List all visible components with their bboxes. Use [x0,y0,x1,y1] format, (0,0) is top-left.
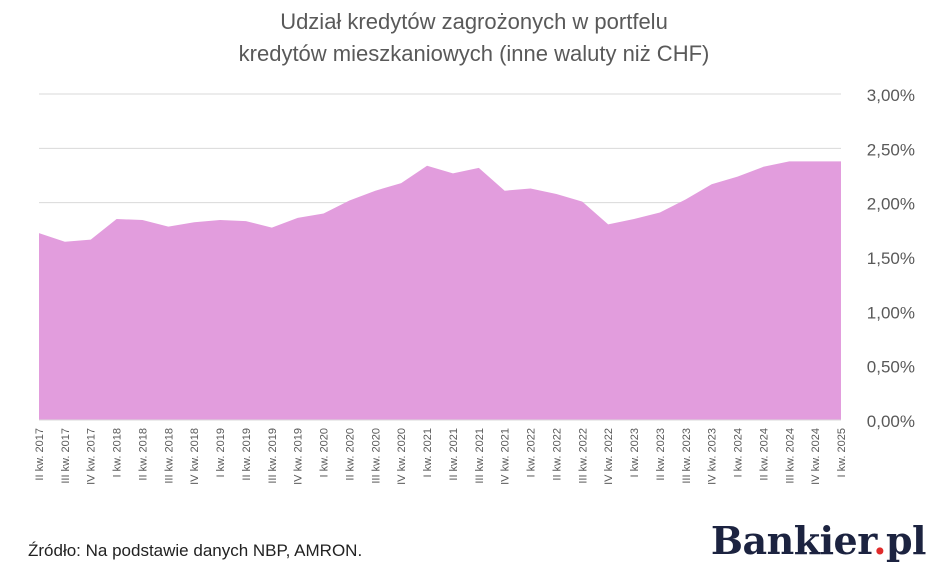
data-point [555,192,558,195]
data-point [115,217,118,220]
data-point [219,219,222,222]
y-tick-label: 3,00% [867,86,915,105]
data-point [762,165,765,168]
x-tick-label: I kw. 2022 [526,428,538,478]
data-point [607,223,610,226]
brand-tld: pl [885,518,927,563]
y-tick-label: 1,00% [867,303,915,322]
x-tick-label: II kw. 2021 [448,428,460,481]
data-point [503,189,506,192]
data-point [426,164,429,167]
x-tick-label: III kw. 2022 [577,428,589,484]
data-point [684,198,687,201]
x-tick-label: I kw. 2023 [629,428,641,478]
x-tick-label: I kw. 2025 [836,428,848,478]
data-point [89,238,92,241]
y-tick-label: 1,50% [867,249,915,268]
data-point [477,166,480,169]
data-point [529,187,532,190]
x-tick-label: IV kw. 2017 [86,428,98,485]
data-point [658,211,661,214]
x-tick-label: I kw. 2019 [215,428,227,478]
data-point [736,175,739,178]
x-tick-label: II kw. 2024 [758,428,770,481]
x-tick-label: II kw. 2017 [34,428,46,481]
brand-name: Bankier [710,518,874,563]
data-point [840,160,843,163]
data-point [348,199,351,202]
x-tick-label: IV kw. 2024 [810,428,822,485]
x-tick-label: II kw. 2019 [241,428,253,481]
x-tick-label: IV kw. 2019 [293,428,305,485]
area-series [39,161,841,420]
x-tick-label: III kw. 2018 [163,428,175,484]
data-point [633,217,636,220]
x-tick-label: I kw. 2020 [319,428,331,478]
data-point [63,240,66,243]
x-tick-label: II kw. 2018 [137,428,149,481]
data-point [400,182,403,185]
data-point [270,226,273,229]
chart-title: Udział kredytów zagrożonych w portfelu k… [0,6,948,70]
data-point [38,232,41,235]
data-point [193,221,196,224]
x-tick-label: II kw. 2022 [551,428,563,481]
x-tick-label: IV kw. 2022 [603,428,615,485]
x-tick-label: I kw. 2024 [733,428,745,478]
y-tick-label: 2,00% [867,195,915,214]
data-point [814,160,817,163]
data-point [322,212,325,215]
x-tick-label: III kw. 2023 [681,428,693,484]
data-point [244,220,247,223]
source-note: Źródło: Na podstawie danych NBP, AMRON. [28,541,363,560]
chart-title-line-1: Udział kredytów zagrożonych w portfelu [280,9,668,34]
brand-logo: Bankier.pl [710,518,927,563]
x-tick-label: III kw. 2021 [474,428,486,484]
x-tick-label: IV kw. 2023 [707,428,719,485]
data-point [581,200,584,203]
x-tick-label: IV kw. 2018 [189,428,201,485]
data-point [710,183,713,186]
data-point [296,216,299,219]
x-tick-label: III kw. 2019 [267,428,279,484]
data-point [451,172,454,175]
brand-dot: . [873,518,886,563]
x-tick-label: III kw. 2017 [60,428,72,484]
chart-title-line-2: kredytów mieszkaniowych (inne waluty niż… [238,41,710,66]
data-point [374,189,377,192]
x-tick-label: IV kw. 2021 [500,428,512,485]
x-tick-label: II kw. 2020 [344,428,356,481]
x-tick-label: II kw. 2023 [655,428,667,481]
x-tick-label: IV kw. 2020 [396,428,408,485]
y-tick-label: 0,50% [867,358,915,377]
data-point [788,160,791,163]
x-tick-label: I kw. 2021 [422,428,434,478]
y-tick-label: 0,00% [867,412,915,431]
data-point [141,219,144,222]
data-point [167,225,170,228]
x-tick-label: I kw. 2018 [112,428,124,478]
x-tick-label: III kw. 2020 [370,428,382,484]
y-tick-label: 2,50% [867,140,915,159]
x-tick-label: III kw. 2024 [784,428,796,484]
